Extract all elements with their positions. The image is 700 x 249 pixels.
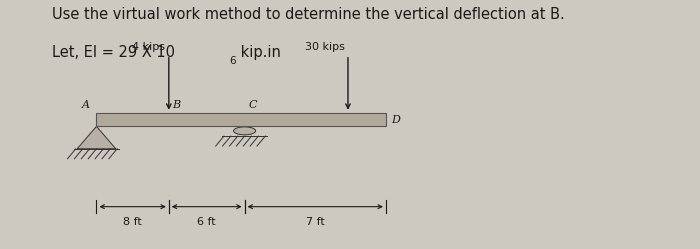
Polygon shape <box>77 126 116 149</box>
Text: 8 ft: 8 ft <box>123 217 142 227</box>
Text: Let, EI = 29 X 10: Let, EI = 29 X 10 <box>52 45 175 60</box>
Text: 4 kips: 4 kips <box>132 42 165 52</box>
Text: 6: 6 <box>230 56 236 66</box>
Text: A: A <box>82 100 90 110</box>
Text: D: D <box>391 115 400 124</box>
Text: 7 ft: 7 ft <box>306 217 325 227</box>
Text: C: C <box>248 100 258 110</box>
Text: 30 kips: 30 kips <box>304 42 344 52</box>
Text: B: B <box>172 100 181 110</box>
Bar <box>97 113 386 126</box>
Text: Use the virtual work method to determine the vertical deflection at B.: Use the virtual work method to determine… <box>52 7 564 22</box>
Circle shape <box>234 127 256 135</box>
Text: kip.in: kip.in <box>237 45 281 60</box>
Text: 6 ft: 6 ft <box>197 217 216 227</box>
